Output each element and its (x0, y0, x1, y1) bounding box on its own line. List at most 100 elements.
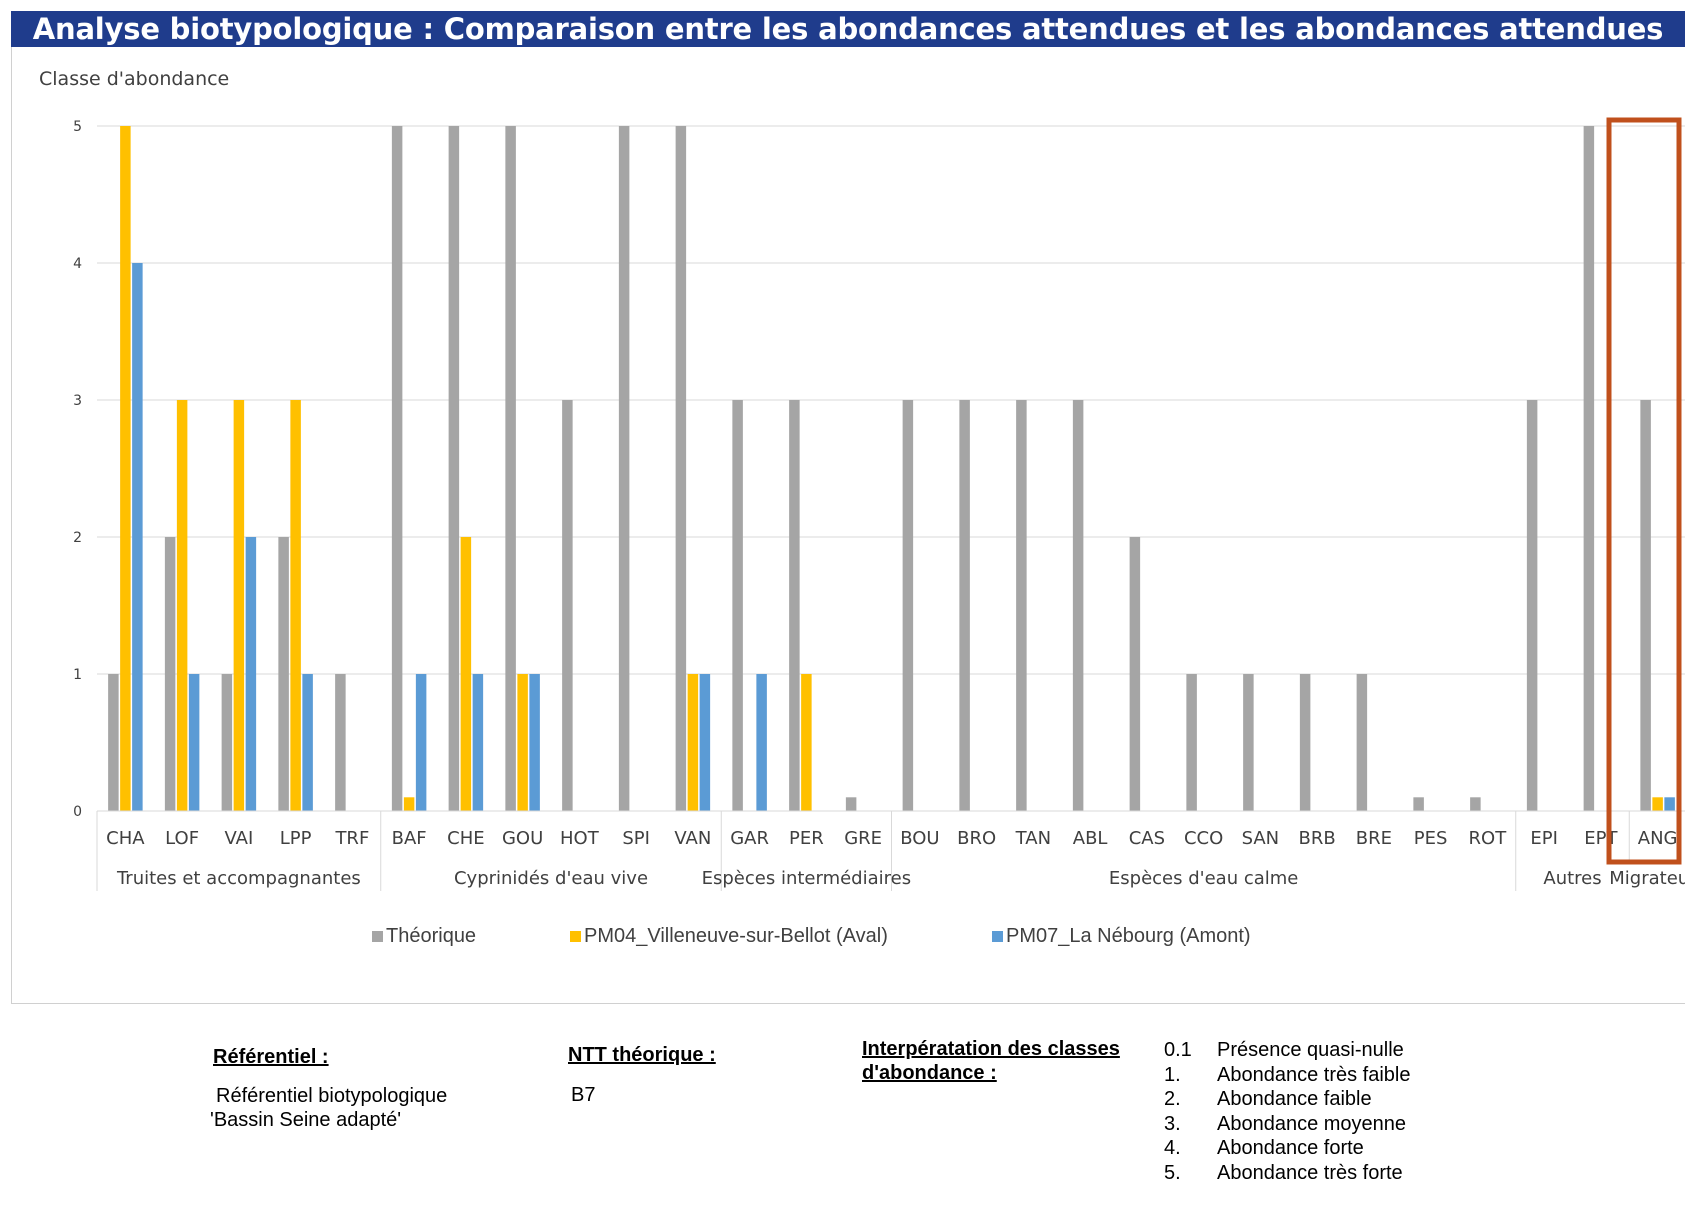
y-tick-label: 5 (73, 119, 82, 135)
x-tick-label: LOF (165, 828, 199, 849)
bar-lof-theorique (164, 537, 176, 811)
abundance-class-item: 5. Abondance très forte (1164, 1161, 1410, 1186)
x-tick-label: BAF (392, 828, 427, 849)
x-tick-label: GOU (502, 828, 543, 849)
x-tick-label: EPT (1584, 828, 1618, 849)
bar-gou-pm04 (517, 674, 528, 811)
group-label: Truites et accompagnantes (116, 868, 361, 889)
group-label: Cyprinidés d'eau vive (454, 868, 648, 889)
x-tick-label: GRE (844, 828, 882, 849)
group-label: Autres (1543, 868, 1601, 889)
bar-hot-theorique (562, 400, 573, 811)
x-tick-label: EPI (1530, 828, 1558, 849)
legend-swatch (992, 931, 1003, 942)
bar-brb-theorique (1299, 674, 1311, 811)
bar-vai-theorique (221, 674, 233, 811)
bar-van-theorique (675, 126, 687, 811)
chart-title: Analyse biotypologique : Comparaison ent… (11, 11, 1685, 47)
abundance-class-number: 4. (1164, 1137, 1181, 1159)
x-tick-label: CHE (447, 828, 484, 849)
x-tick-label: CHA (106, 828, 145, 849)
x-tick-label: TRF (334, 828, 369, 849)
x-tick-label: BRB (1299, 828, 1336, 849)
x-tick-label: ANG (1638, 828, 1678, 849)
bar-per-theorique (789, 400, 800, 811)
bar-cco-theorique (1186, 674, 1197, 811)
group-label: Migrateurs (1609, 868, 1685, 889)
highlight-box (1606, 117, 1682, 865)
bar-gar-pm07 (756, 674, 767, 811)
bar-ang-pm04 (1652, 797, 1663, 811)
abundance-class-item: 1. Abondance très faible (1164, 1063, 1410, 1088)
legend-label: Théorique (386, 925, 476, 947)
bar-san-theorique (1243, 674, 1254, 811)
x-tick-label: HOT (560, 828, 600, 849)
bar-van-pm04 (687, 674, 699, 811)
bar-che-pm07 (472, 674, 484, 811)
abundance-class-label: Abondance très faible (1217, 1063, 1411, 1086)
x-tick-label: PES (1414, 828, 1448, 849)
bar-ang-pm07 (1664, 797, 1675, 811)
x-tick-label: VAI (224, 828, 253, 849)
abundance-class-item: 2. Abondance faible (1164, 1087, 1410, 1112)
abundance-class-number: 1. (1164, 1063, 1181, 1086)
y-tick-label: 4 (73, 256, 82, 272)
bar-tan-theorique (1016, 400, 1027, 811)
y-tick-label: 0 (73, 804, 82, 820)
legend-label: PM04_Villeneuve-sur-Bellot (Aval) (584, 925, 888, 947)
x-tick-label: BRE (1356, 828, 1392, 849)
x-tick-label: CCO (1184, 828, 1223, 849)
bar-cha-theorique (108, 674, 119, 811)
legend-label: PM07_La Nébourg (Amont) (1006, 925, 1251, 947)
interpretation-heading-line2: d'abondance : (862, 1062, 997, 1084)
abundance-class-item: 0.1 Présence quasi-nulle (1164, 1038, 1410, 1063)
bar-lpp-pm04 (290, 400, 301, 811)
bar-bro-theorique (959, 400, 970, 811)
referentiel-line2: 'Bassin Seine adapté' (210, 1109, 402, 1131)
bar-gar-theorique (732, 400, 743, 811)
x-tick-label: PER (789, 828, 824, 849)
bar-baf-theorique (391, 126, 403, 811)
x-tick-label: CAS (1129, 828, 1165, 849)
bar-per-pm04 (801, 674, 812, 811)
abundance-classes-list: 0.1 Présence quasi-nulle 1. Abondance très … (1164, 1038, 1410, 1185)
x-tick-label: VAN (674, 828, 711, 849)
bar-epi-theorique (1526, 400, 1538, 811)
bar-ang-theorique (1640, 400, 1651, 811)
y-tick-label: 2 (73, 530, 82, 546)
bar-pes-theorique (1413, 797, 1424, 811)
legend-swatch (372, 931, 383, 942)
bar-spi-theorique (618, 126, 630, 811)
bar-lof-pm07 (188, 674, 200, 811)
bar-gre-theorique (845, 797, 857, 811)
bar-trf-theorique (335, 674, 346, 811)
x-tick-label: LPP (280, 828, 312, 849)
abundance-bar-chart: Classe d'abondance 0 1 2 3 4 5 CHA LOF VAI LPP TRF B… (39, 68, 1685, 947)
bar-baf-pm07 (415, 674, 427, 811)
x-tick-label: ROT (1469, 828, 1508, 849)
bar-cha-pm04 (120, 126, 131, 811)
legend-swatch (570, 931, 581, 942)
bar-bou-theorique (902, 400, 914, 811)
group-label: Espèces d'eau calme (1109, 868, 1298, 889)
bar-bre-theorique (1356, 674, 1368, 811)
bar-van-pm07 (699, 674, 711, 811)
abundance-class-number: 2. (1164, 1088, 1181, 1110)
chart-frame: Classe d'abondance 0 1 2 3 4 5 CHA LOF VAI LPP TRF B… (11, 47, 1685, 1004)
bar-che-pm04 (460, 537, 472, 811)
y-tick-label: 3 (73, 393, 82, 409)
x-tick-label: GAR (730, 828, 769, 849)
x-tick-label: SPI (622, 828, 650, 849)
referentiel-heading: Référentiel : (213, 1046, 329, 1068)
ntt-heading: NTT théorique : (568, 1044, 716, 1066)
bar-gou-pm07 (529, 674, 540, 811)
bar-baf-pm04 (403, 797, 415, 811)
abundance-class-label: Abondance forte (1217, 1137, 1364, 1159)
bar-lpp-pm07 (302, 674, 313, 811)
x-tick-label: BOU (900, 828, 939, 849)
bar-vai-pm04 (233, 400, 245, 811)
bar-ept-theorique (1583, 126, 1595, 811)
ntt-value: B7 (571, 1084, 596, 1106)
x-tick-label: TAN (1015, 828, 1051, 849)
bar-cha-pm07 (132, 263, 143, 811)
